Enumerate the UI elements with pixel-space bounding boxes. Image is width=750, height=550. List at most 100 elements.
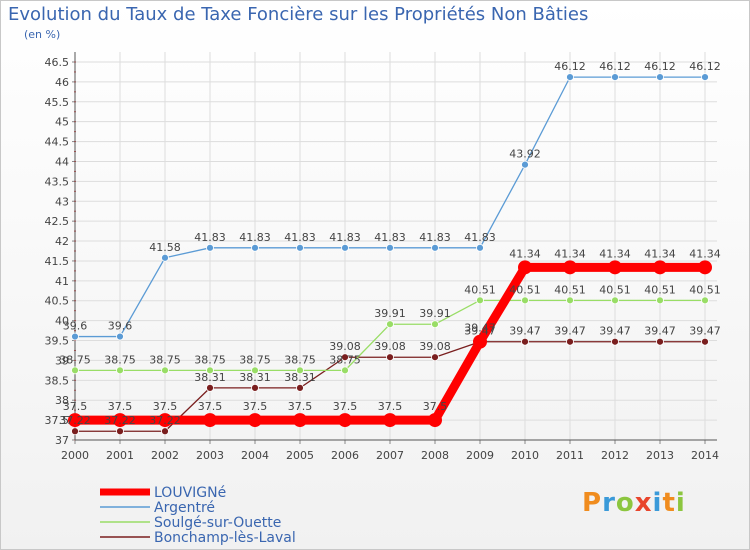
x-tick-label: 2000: [61, 449, 89, 462]
data-label: 39.47: [689, 325, 721, 338]
data-point: [113, 413, 127, 428]
data-label: 41.34: [509, 247, 541, 260]
data-point: [206, 383, 214, 392]
y-tick-label: 43: [55, 195, 69, 208]
data-point: [251, 243, 259, 252]
legend-label: Argentré: [154, 500, 215, 516]
data-point: [116, 427, 124, 436]
proxiti-logo: Proxiti: [582, 488, 686, 518]
data-point: [701, 337, 709, 346]
data-label: 39.47: [644, 325, 676, 338]
data-point: [518, 260, 532, 275]
data-point: [611, 73, 619, 82]
data-point: [158, 413, 172, 428]
data-label: 38.75: [194, 353, 226, 366]
data-point: [611, 296, 619, 305]
logo-letter: i: [675, 488, 686, 518]
data-label: 38.75: [59, 353, 91, 366]
data-point: [428, 413, 442, 428]
data-label: 38.75: [284, 353, 316, 366]
data-label: 40.51: [509, 283, 541, 296]
data-label: 39.47: [554, 325, 586, 338]
y-tick-label: 46.5: [45, 56, 70, 69]
data-point: [563, 260, 577, 275]
legend-label: Bonchamp-lès-Laval: [154, 530, 296, 546]
y-tick-label: 46: [55, 76, 69, 89]
data-point: [161, 366, 169, 375]
y-tick-label: 37.5: [45, 414, 70, 427]
x-tick-label: 2008: [421, 449, 449, 462]
data-label: 37.5: [108, 400, 133, 413]
y-tick-label: 45: [55, 116, 69, 129]
axes: 3737.53838.53939.54040.54141.54242.54343…: [45, 52, 719, 462]
data-point: [521, 337, 529, 346]
x-tick-label: 2012: [601, 449, 629, 462]
y-tick-label: 44.5: [45, 136, 70, 149]
chart-title: Evolution du Taux de Taxe Foncière sur l…: [8, 4, 589, 25]
x-tick-label: 2004: [241, 449, 269, 462]
data-point: [71, 366, 79, 375]
data-point: [206, 243, 214, 252]
logo-letter: x: [634, 488, 653, 518]
data-label: 38.75: [104, 353, 136, 366]
x-tick-label: 2011: [556, 449, 584, 462]
data-point: [521, 296, 529, 305]
data-label: 39.47: [464, 322, 496, 335]
y-tick-label: 37: [55, 434, 69, 447]
data-label: 46.12: [644, 60, 676, 73]
data-label: 46.12: [599, 60, 631, 73]
data-point: [611, 337, 619, 346]
data-point: [431, 320, 439, 329]
data-label: 38.75: [149, 353, 181, 366]
data-point: [161, 427, 169, 436]
x-tick-label: 2006: [331, 449, 359, 462]
data-point: [386, 243, 394, 252]
y-tick-label: 42.5: [45, 215, 70, 228]
logo-letter: t: [662, 488, 676, 518]
data-label: 39.91: [374, 307, 406, 320]
data-label: 38.75: [239, 353, 271, 366]
data-point: [701, 73, 709, 82]
data-point: [338, 413, 352, 428]
data-label: 37.5: [153, 400, 178, 413]
data-label: 37.22: [149, 414, 181, 427]
legend-label: LOUVIGNé: [154, 485, 226, 501]
data-point: [386, 320, 394, 329]
y-tick-label: 45.5: [45, 96, 70, 109]
data-point: [251, 366, 259, 375]
data-point: [431, 243, 439, 252]
data-label: 39.47: [509, 325, 541, 338]
data-label: 41.34: [689, 247, 721, 260]
data-label: 38.75: [329, 353, 361, 366]
data-label: 43.92: [509, 148, 541, 161]
y-tick-label: 38.5: [45, 374, 70, 387]
data-label: 41.83: [194, 231, 226, 244]
data-label: 39.08: [419, 340, 451, 353]
y-tick-label: 39.5: [45, 335, 70, 348]
y-tick-label: 41.5: [45, 255, 70, 268]
data-label: 37.22: [59, 414, 91, 427]
data-label: 41.83: [419, 231, 451, 244]
data-point: [566, 337, 574, 346]
logo-letter: P: [582, 488, 603, 518]
data-point: [431, 353, 439, 362]
data-label: 39.6: [63, 320, 88, 333]
x-tick-label: 2014: [691, 449, 719, 462]
data-point: [341, 366, 349, 375]
data-label: 40.51: [689, 283, 721, 296]
data-label: 41.83: [464, 231, 496, 244]
logo-letter: o: [615, 488, 635, 518]
x-tick-label: 2005: [286, 449, 314, 462]
data-point: [698, 260, 712, 275]
y-tick-label: 41: [55, 275, 69, 288]
data-label: 37.5: [198, 400, 223, 413]
data-point: [116, 332, 124, 341]
data-label: 37.5: [378, 400, 403, 413]
data-label: 37.5: [333, 400, 358, 413]
data-label: 37.5: [63, 400, 88, 413]
data-label: 41.83: [329, 231, 361, 244]
y-tick-label: 38: [55, 394, 69, 407]
data-label: 39.91: [419, 307, 451, 320]
legend-label: Soulgé-sur-Ouette: [154, 515, 281, 531]
